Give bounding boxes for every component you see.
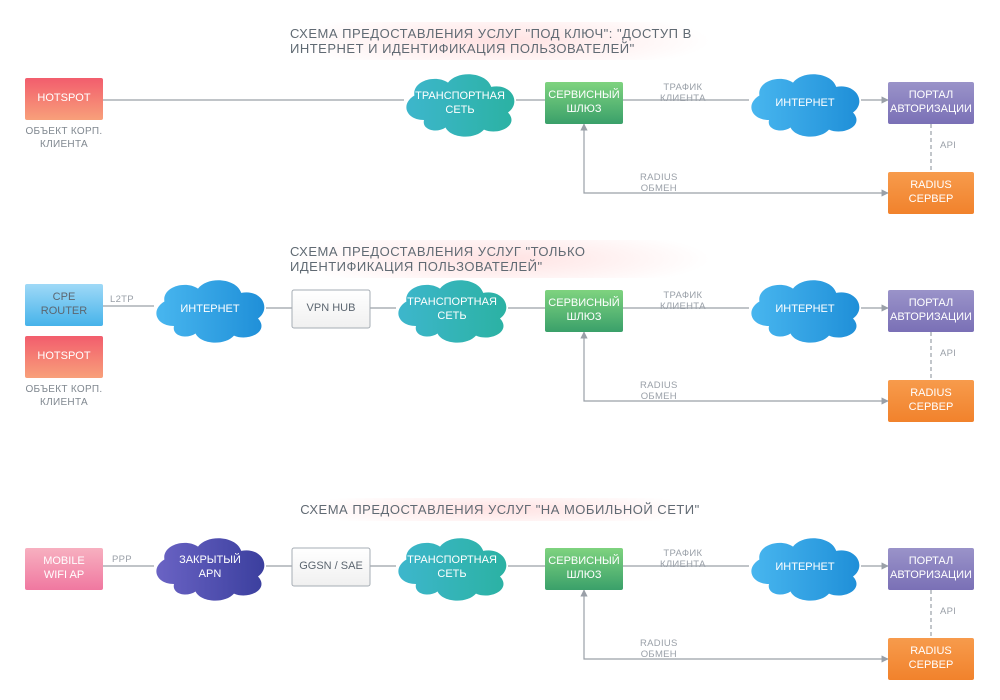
node-n1-radius [888, 172, 974, 214]
node-n1-inet [751, 74, 859, 136]
edge-e3-7 [584, 590, 888, 659]
node-n2-radius [888, 380, 974, 422]
edge-label-e1-6: RADIUS ОБМЕН [640, 172, 678, 195]
edge-label-e3-4: ТРАФИК КЛИЕНТА [660, 548, 706, 571]
edge-label-e2-4: ТРАФИК КЛИЕНТА [660, 290, 706, 313]
node-n3-apn [156, 538, 264, 600]
caption-n1-cap1: ОБЪЕКТ КОРП. КЛИЕНТА [25, 126, 103, 151]
edge-e1-6 [584, 124, 888, 193]
edge-label-e3-6: API [940, 606, 956, 617]
node-n2-portal [888, 290, 974, 332]
edge-label-e2-7: RADIUS ОБМЕН [640, 380, 678, 403]
node-n3-portal [888, 548, 974, 590]
node-n3-trans [398, 538, 506, 600]
node-n2-cpe [25, 284, 103, 326]
edge-label-e3-7: RADIUS ОБМЕН [640, 638, 678, 661]
node-n3-gate [545, 548, 623, 590]
node-n2-gate [545, 290, 623, 332]
node-n3-ap [25, 548, 103, 590]
node-n1-hotspot [25, 78, 103, 120]
caption-n2-cap: ОБЪЕКТ КОРП. КЛИЕНТА [25, 384, 103, 409]
node-n1-portal [888, 82, 974, 124]
edge-e2-7 [584, 332, 888, 401]
node-n3-radius [888, 638, 974, 680]
node-n2-trans [398, 280, 506, 342]
node-n3-ggsn [292, 548, 370, 586]
node-n2-inet1 [156, 280, 264, 342]
edge-label-e2-6: API [940, 348, 956, 359]
edge-label-e3-0: PPP [112, 554, 132, 565]
edge-label-e2-0: L2TP [110, 294, 134, 305]
node-n2-vpn [292, 290, 370, 328]
edge-label-e1-3: ТРАФИК КЛИЕНТА [660, 82, 706, 105]
node-n2-inet2 [751, 280, 859, 342]
section-title-t3: СХЕМА ПРЕДОСТАВЛЕНИЯ УСЛУГ "НА МОБИЛЬНОЙ… [260, 498, 740, 521]
node-n3-inet [751, 538, 859, 600]
edge-label-e1-5: API [940, 140, 956, 151]
node-n1-gate [545, 82, 623, 124]
node-n1-trans [406, 74, 514, 136]
section-title-t1: СХЕМА ПРЕДОСТАВЛЕНИЯ УСЛУГ "ПОД КЛЮЧ": "… [250, 22, 750, 60]
section-title-t2: СХЕМА ПРЕДОСТАВЛЕНИЯ УСЛУГ "ТОЛЬКО ИДЕНТ… [250, 240, 750, 278]
diagram-canvas [0, 0, 1000, 700]
node-n2-hotspot [25, 336, 103, 378]
